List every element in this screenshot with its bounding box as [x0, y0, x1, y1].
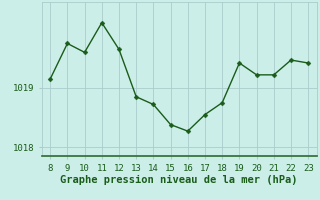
X-axis label: Graphe pression niveau de la mer (hPa): Graphe pression niveau de la mer (hPa) [60, 175, 298, 185]
